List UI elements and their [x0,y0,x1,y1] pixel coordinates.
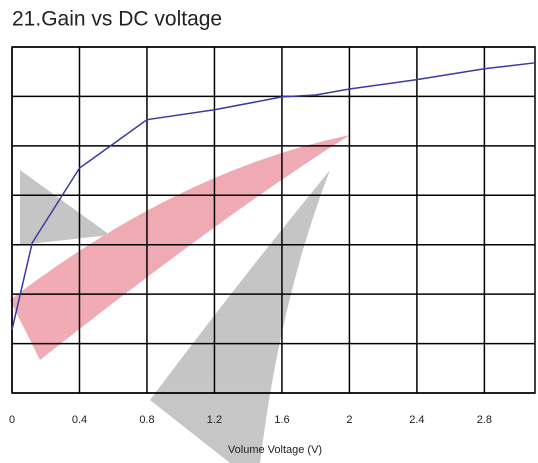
x-tick-label: 2.8 [477,414,492,426]
x-tick-label: 0.8 [139,414,154,426]
x-tick-label: 0.4 [72,414,87,426]
watermark-shape [150,170,330,463]
x-tick-label: 1.2 [207,414,222,426]
data-line [11,62,536,330]
watermark [10,135,350,463]
watermark-swoosh [10,135,350,360]
x-axis-label: Volume Voltage (V) [228,444,322,456]
x-tick-label: 2.4 [409,414,424,426]
x-tick-label: 2 [346,414,352,426]
watermark-shape [20,170,110,245]
chart-title: 21.Gain vs DC voltage [12,8,222,31]
x-tick-label: 0 [9,414,15,426]
x-tick-label: 1.6 [274,414,289,426]
